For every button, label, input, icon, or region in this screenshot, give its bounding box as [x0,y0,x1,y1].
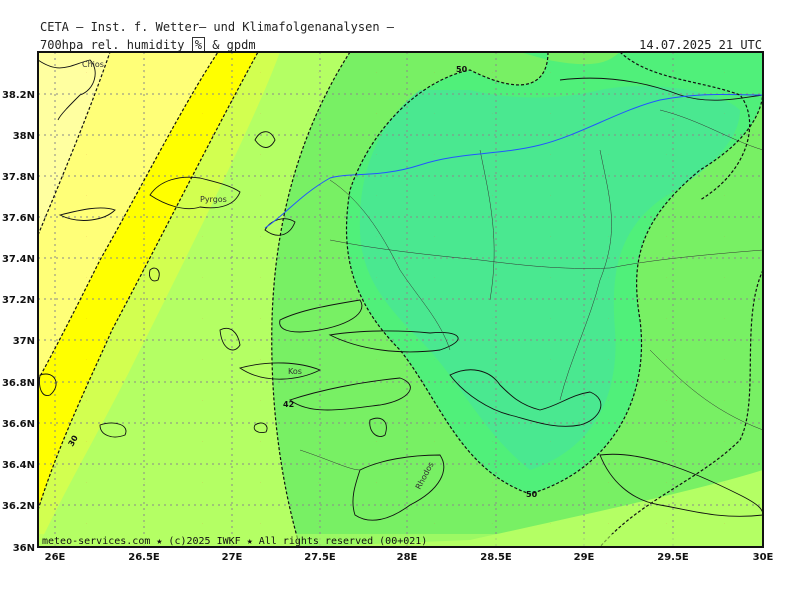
chart-title: CETA — Inst. f. Wetter— und Klimafolgena… [40,20,395,34]
lat-label: 37.6N [2,213,35,224]
lat-label: 38N [13,131,35,142]
lon-label: 27.5E [304,552,336,563]
credit-backdrop [39,534,762,546]
lon-label: 28.5E [480,552,512,563]
contour-label-top: 50 [456,65,468,74]
credit-text: meteo-services.com ★ (c)2025 IWKF ★ All … [42,536,427,547]
lon-label: 30E [753,552,774,563]
place-chios: Chios [82,60,104,69]
longitude-labels: 26E 26.5E 27E 27.5E 28E 28.5E 29E 29.5E … [45,552,774,563]
lat-label: 36.4N [2,460,35,471]
place-kos: Kos [288,367,302,376]
lat-label: 36.2N [2,501,35,512]
map-frame [37,51,764,548]
symbol-ticks [38,52,763,547]
lon-label: 29.5E [657,552,689,563]
humidity-contours [38,52,763,547]
chart-subtitle: 700hpa rel. humidity % & gpdm [40,37,256,53]
lat-label: 37N [13,336,35,347]
map-area [38,52,763,547]
valid-datetime: 14.07.2025 21 UTC [639,38,762,52]
coastlines [38,59,763,521]
lat-label: 37.8N [2,172,35,183]
lon-label: 27E [222,552,243,563]
lon-label: 26E [45,552,66,563]
lat-label: 36.8N [2,378,35,389]
lat-label: 38.2N [2,90,35,101]
latitude-labels: 38.2N 38N 37.8N 37.6N 37.4N 37.2N 37N 36… [2,90,35,554]
subtitle-suffix: & gpdm [212,38,256,52]
region-borders [299,109,763,471]
contour-label-kos: 42 [283,400,294,409]
lat-label: 36N [13,543,35,554]
unit-box: % [191,37,205,53]
contour-label-bottom: 50 [526,490,538,499]
lon-label: 29E [574,552,595,563]
river [264,93,763,229]
lon-label: 26.5E [128,552,160,563]
lat-label: 37.2N [2,295,35,306]
lat-label: 37.4N [2,254,35,265]
place-pyrgos: Pyrgos [200,195,227,204]
lat-label: 36.6N [2,419,35,430]
lon-label: 28E [397,552,418,563]
subtitle-variable: 700hpa rel. humidity [40,38,185,52]
